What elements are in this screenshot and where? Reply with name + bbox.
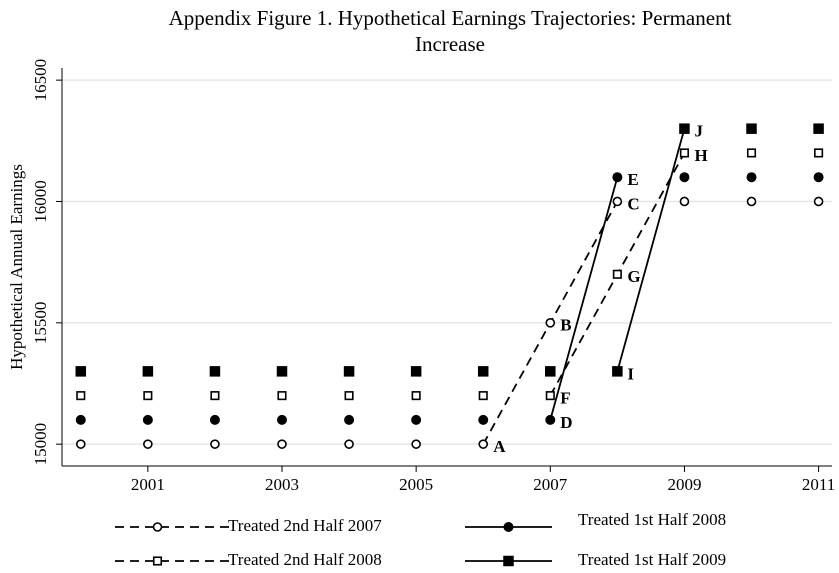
legend-label: Treated 2nd Half 2007 — [228, 516, 382, 535]
legend-label: Treated 2nd Half 2008 — [228, 550, 382, 569]
point — [143, 391, 153, 401]
point — [142, 414, 153, 425]
point — [612, 196, 623, 207]
point — [814, 148, 824, 158]
point — [276, 366, 288, 377]
x-tick-label: 2001 — [131, 475, 165, 494]
point — [746, 172, 757, 183]
chart-title: Appendix Figure 1. Hypothetical Earnings… — [169, 6, 732, 30]
legend-label: Treated 1st Half 2008 — [578, 510, 726, 529]
point — [813, 196, 824, 207]
point — [209, 414, 220, 425]
point — [277, 439, 287, 449]
point — [210, 439, 220, 449]
point-label: I — [627, 364, 634, 383]
point-label: F — [560, 389, 570, 408]
point — [612, 366, 623, 377]
legend-marker — [152, 522, 163, 532]
point-label: J — [694, 122, 703, 141]
point — [344, 414, 355, 425]
point — [277, 414, 287, 425]
point — [411, 391, 421, 401]
point — [746, 148, 757, 158]
legend-label: Treated 1st Half 2009 — [578, 550, 726, 569]
y-tick-label: 16000 — [31, 180, 50, 223]
point — [679, 196, 690, 207]
point-label: B — [560, 316, 571, 335]
point — [343, 366, 355, 377]
point — [411, 414, 422, 425]
point — [344, 439, 354, 449]
x-tick-label: 2003 — [265, 475, 299, 494]
point-label: D — [560, 413, 572, 432]
point — [612, 269, 622, 279]
point-label: C — [627, 194, 639, 213]
x-tick-label: 2009 — [667, 475, 701, 494]
point — [478, 439, 489, 449]
point — [813, 123, 824, 134]
trajectory-line — [616, 128, 686, 372]
point — [679, 123, 690, 134]
point — [746, 196, 757, 207]
point — [411, 439, 421, 449]
point — [545, 366, 556, 377]
point — [612, 172, 623, 183]
point — [477, 366, 489, 377]
point — [210, 391, 220, 401]
point-label: G — [627, 267, 640, 286]
point — [142, 366, 154, 377]
point — [679, 172, 690, 183]
point-label: H — [694, 146, 707, 165]
point — [143, 439, 153, 449]
chart-title: Increase — [415, 32, 485, 56]
point-label: A — [493, 437, 506, 456]
y-tick-label: 16500 — [31, 59, 50, 102]
point — [478, 414, 489, 425]
point — [75, 366, 87, 377]
point — [209, 366, 221, 377]
point — [76, 391, 86, 401]
x-tick-label: 2005 — [399, 475, 433, 494]
y-axis-label: Hypothetical Annual Earnings — [7, 164, 26, 370]
point — [277, 391, 287, 401]
point — [478, 391, 488, 401]
legend-marker — [503, 555, 514, 567]
point — [75, 439, 86, 449]
point — [545, 414, 556, 425]
point — [344, 391, 354, 401]
point — [813, 172, 824, 183]
y-tick-label: 15000 — [31, 423, 50, 466]
point — [746, 123, 757, 134]
legend-marker — [503, 522, 514, 532]
point — [545, 391, 555, 401]
point — [679, 148, 689, 158]
point — [545, 318, 556, 328]
point — [75, 414, 86, 425]
point — [410, 366, 422, 377]
point-label: E — [627, 170, 638, 189]
x-tick-label: 2007 — [533, 475, 568, 494]
x-tick-label: 2011 — [802, 475, 835, 494]
legend-marker — [152, 556, 163, 566]
y-tick-label: 15500 — [31, 302, 50, 345]
trajectory-line — [549, 176, 619, 421]
